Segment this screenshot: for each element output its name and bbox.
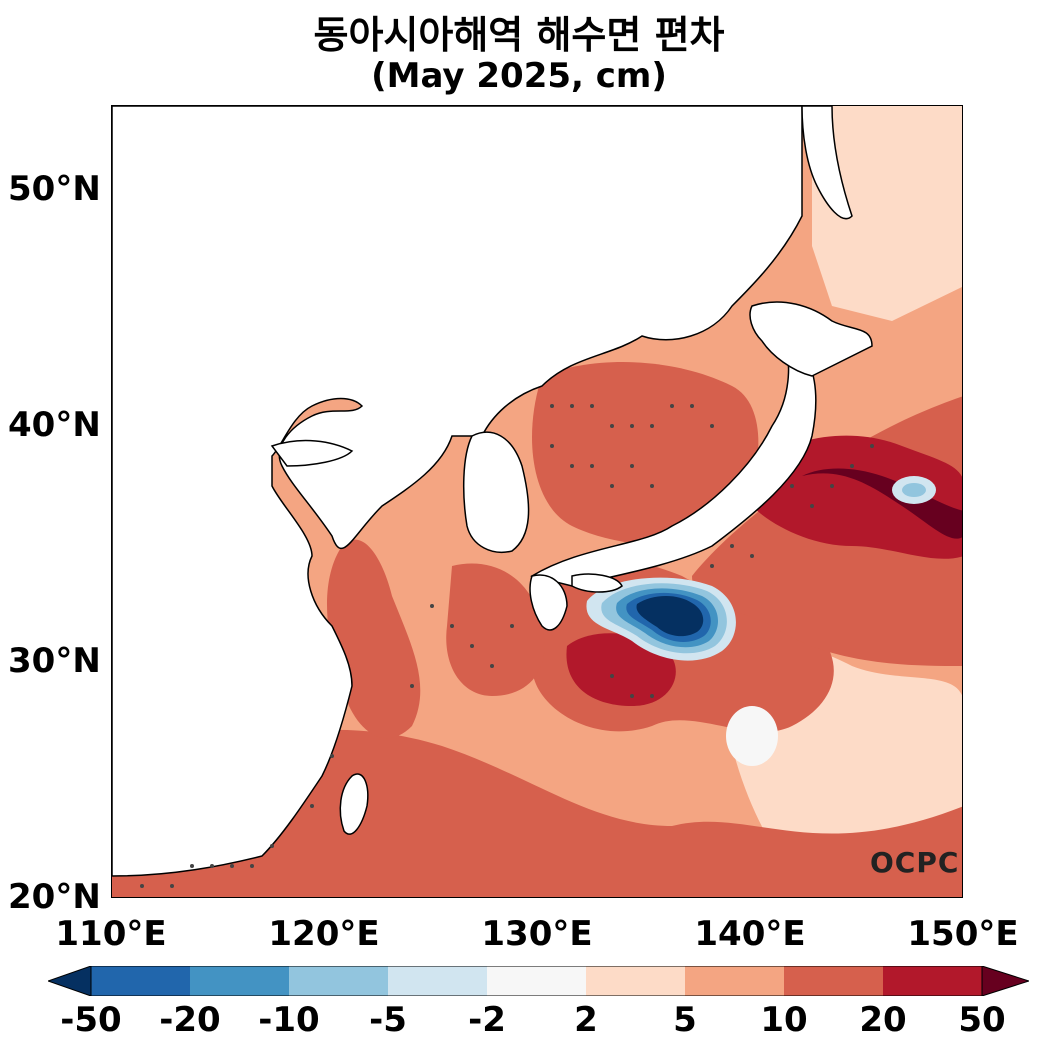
colorbar bbox=[48, 966, 1029, 996]
ocpc-logo: OCPC bbox=[870, 846, 960, 879]
land-kyushu bbox=[529, 574, 568, 631]
colorbar-tick-minus2: -2 bbox=[468, 1000, 506, 1040]
stippling-dots bbox=[140, 404, 874, 888]
anomaly-region-east-sea-red bbox=[532, 362, 759, 545]
colorbar-extend-high bbox=[981, 966, 1029, 996]
chart-title: 동아시아해역 해수면 편차 bbox=[313, 13, 725, 57]
land-asia-mainland bbox=[112, 106, 803, 877]
colorbar-tick-20: 20 bbox=[859, 1000, 907, 1040]
land-taiwan bbox=[339, 773, 369, 835]
lon-label-140e: 140°E bbox=[694, 914, 806, 954]
colorbar-tick-minus50: -50 bbox=[60, 1000, 122, 1040]
neutral-patch-se bbox=[726, 706, 778, 766]
lat-label-30n: 30°N bbox=[8, 641, 101, 681]
lon-label-150e: 150°E bbox=[907, 914, 1019, 954]
anomaly-region-dark-red-east bbox=[752, 435, 962, 559]
colorbar-bin-3 bbox=[289, 966, 388, 996]
anomaly-region-warm-core-south bbox=[566, 633, 676, 706]
anomaly-region-ecs-red bbox=[446, 563, 545, 696]
anomaly-region-darkest-red bbox=[802, 468, 962, 539]
colorbar-tick-minus20: -20 bbox=[159, 1000, 221, 1040]
cool-patch-east-core bbox=[902, 483, 926, 497]
chart-subtitle: (May 2025, cm) bbox=[371, 56, 667, 96]
lon-label-110e: 110°E bbox=[55, 914, 167, 954]
lon-label-130e: 130°E bbox=[481, 914, 593, 954]
lon-label-120e: 120°E bbox=[268, 914, 380, 954]
anomaly-region-ne-pale bbox=[812, 106, 962, 321]
colorbar-bin-6 bbox=[586, 966, 685, 996]
colorbar-bin-1 bbox=[91, 966, 190, 996]
colorbar-tick-50: 50 bbox=[958, 1000, 1006, 1040]
colorbar-tick-minus10: -10 bbox=[258, 1000, 320, 1040]
colorbar-bin-9 bbox=[883, 966, 982, 996]
colorbar-tick-10: 10 bbox=[760, 1000, 808, 1040]
colorbar-bin-8 bbox=[784, 966, 883, 996]
land-shikoku bbox=[571, 573, 623, 593]
colorbar-bin-5 bbox=[487, 966, 586, 996]
land-shandong bbox=[270, 439, 354, 467]
colorbar-extend-low bbox=[48, 966, 92, 996]
lat-label-50n: 50°N bbox=[8, 169, 101, 209]
colorbar-tick-2: 2 bbox=[574, 1000, 598, 1040]
colorbar-bin-2 bbox=[190, 966, 289, 996]
colorbar-bin-7 bbox=[685, 966, 784, 996]
lat-label-20n: 20°N bbox=[8, 877, 101, 917]
land-hokkaido bbox=[749, 301, 873, 377]
lat-label-40n: 40°N bbox=[8, 405, 101, 445]
cold-eddy-core bbox=[636, 595, 704, 637]
sea-level-anomaly-map bbox=[111, 105, 963, 898]
colorbar-tick-5: 5 bbox=[673, 1000, 697, 1040]
colorbar-bin-4 bbox=[388, 966, 487, 996]
land-korea bbox=[462, 431, 530, 553]
colorbar-tick-minus5: -5 bbox=[369, 1000, 407, 1040]
land-sakhalin bbox=[801, 106, 853, 220]
